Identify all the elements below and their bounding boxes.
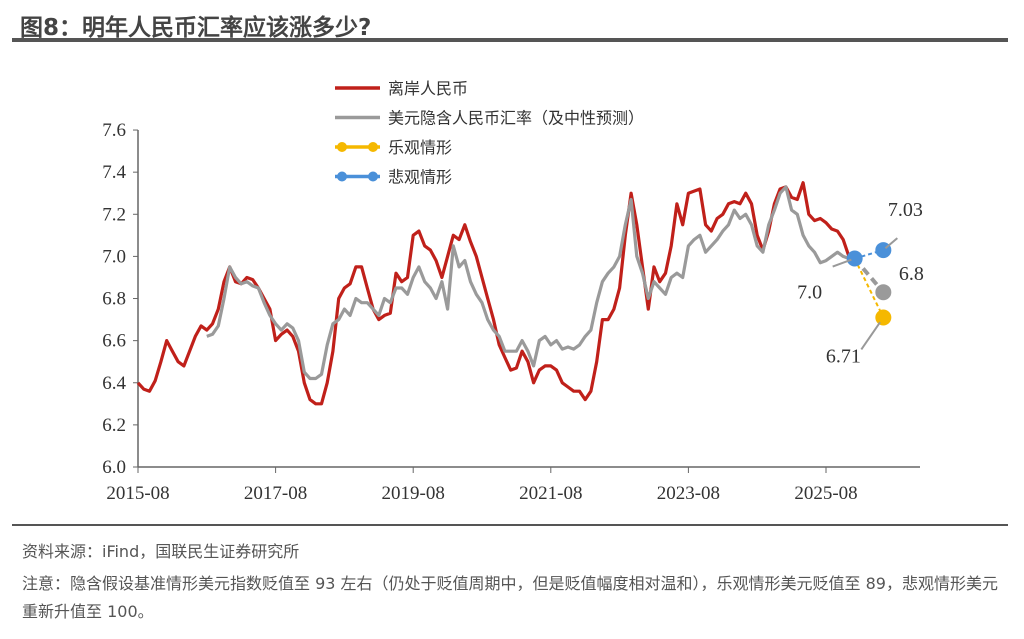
data-label: 6.71: [826, 345, 861, 367]
legend-label: 乐观情形: [388, 138, 452, 157]
x-tick-label: 2019-08: [382, 483, 445, 504]
y-tick-label: 7.2: [102, 204, 126, 225]
forecast-line-2: [853, 258, 885, 318]
leader-line: [832, 258, 852, 268]
y-tick-label: 7.6: [102, 120, 126, 141]
y-tick-label: 6.6: [102, 331, 126, 352]
x-tick-label: 2021-08: [519, 483, 582, 504]
legend-marker: [368, 142, 378, 152]
leader-line: [884, 237, 898, 250]
legend-marker: [337, 142, 347, 152]
y-tick-label: 6.2: [102, 415, 126, 436]
y-tick-label: 7.4: [102, 162, 126, 183]
x-tick-label: 2025-08: [794, 483, 857, 504]
forecast-point: [875, 284, 892, 301]
y-tick-label: 6.4: [102, 373, 126, 394]
note-text: 注意：隐含假设基准情形美元指数贬值至 93 左右（仍处于贬值周期中，但是贬值幅度…: [22, 574, 998, 621]
y-tick-label: 7.0: [102, 246, 126, 267]
x-tick-label: 2017-08: [244, 483, 307, 504]
forecast-point: [846, 250, 863, 267]
figure-title: 图8：明年人民币汇率应该涨多少?: [20, 15, 372, 41]
data-label: 7.0: [797, 282, 822, 304]
data-label: 7.03: [888, 199, 923, 221]
y-tick-label: 6.0: [102, 457, 126, 478]
legend-label: 悲观情形: [388, 168, 452, 187]
source-text: 资料来源：iFind，国联民生证券研究所: [22, 542, 300, 561]
forecast-point: [875, 309, 892, 326]
legend-marker: [337, 171, 347, 182]
footer-divider: [12, 524, 1008, 526]
x-tick-label: 2023-08: [657, 483, 720, 504]
implied-rate-line: [206, 185, 850, 381]
data-label: 6.8: [899, 263, 924, 285]
y-tick-label: 6.8: [102, 289, 126, 310]
legend-marker: [368, 171, 378, 182]
cnh-line: [136, 181, 851, 406]
legend-label: 离岸人民币: [388, 79, 468, 98]
legend-label: 美元隐含人民币汇率（及中性预测）: [388, 109, 644, 128]
title-divider: [12, 38, 1008, 42]
x-tick-label: 2015-08: [106, 483, 169, 504]
leader-line: [860, 321, 881, 351]
